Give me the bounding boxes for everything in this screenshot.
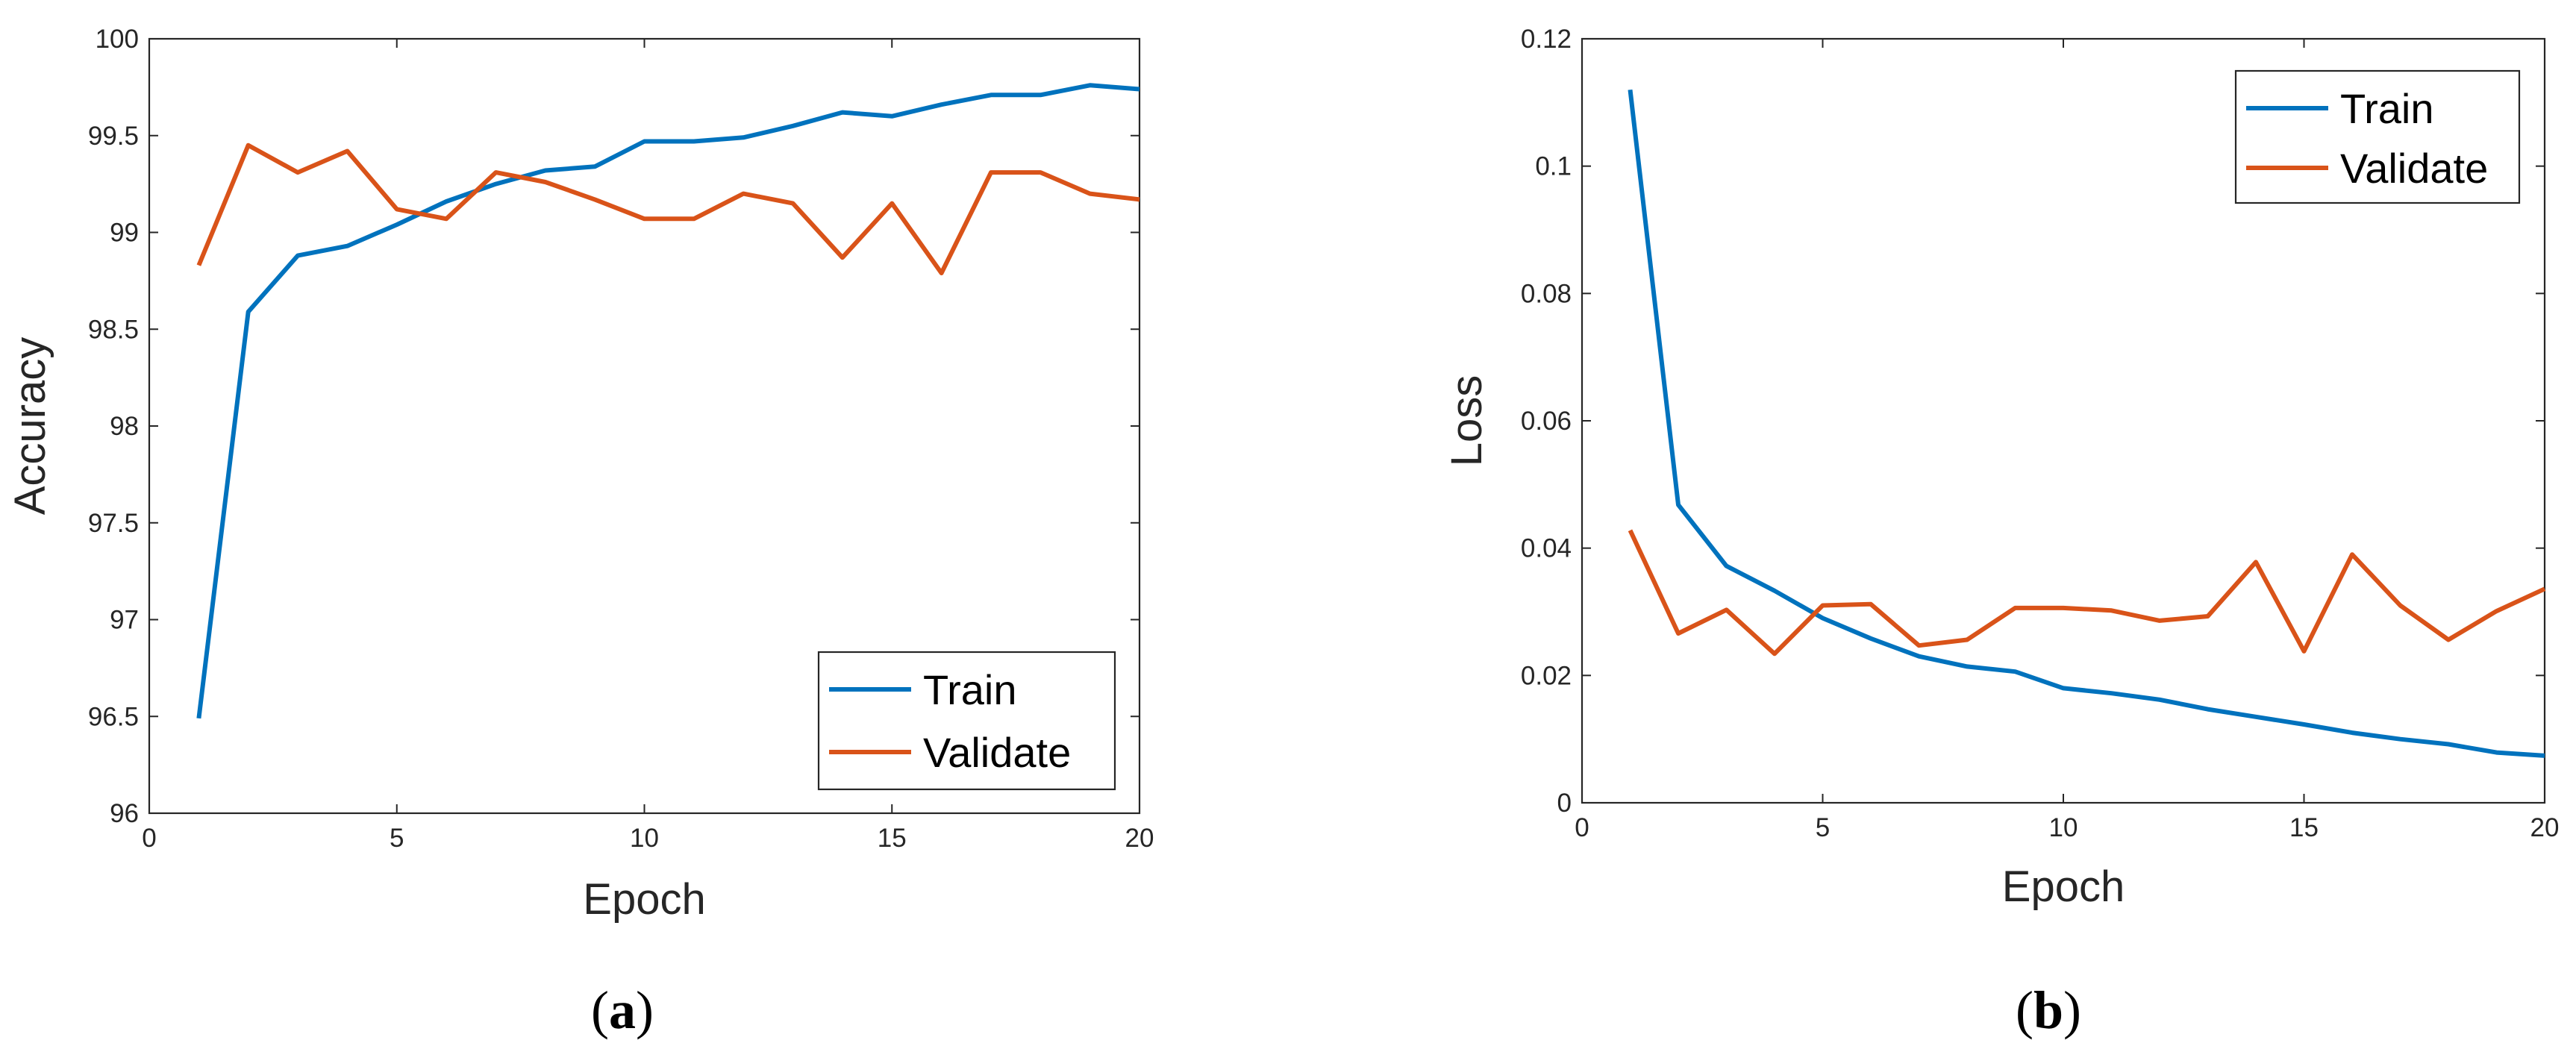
y-tick-label: 0 bbox=[1557, 789, 1572, 818]
panel-caption: (a) bbox=[591, 980, 654, 1040]
y-tick-label: 0.02 bbox=[1521, 661, 1572, 690]
y-tick-label: 0.12 bbox=[1521, 25, 1572, 54]
y-tick-label: 0.1 bbox=[1535, 152, 1572, 181]
y-tick-label: 98.5 bbox=[88, 315, 139, 344]
y-tick-label: 96 bbox=[110, 799, 139, 828]
y-tick-label: 99 bbox=[110, 219, 139, 248]
series-line-train bbox=[1628, 89, 2545, 758]
y-tick-label: 96.5 bbox=[88, 702, 139, 731]
x-tick-label: 10 bbox=[2049, 813, 2078, 842]
y-axis-label: Loss bbox=[1442, 375, 1491, 467]
y-tick-label: 98 bbox=[110, 412, 139, 441]
series-line-validate bbox=[196, 143, 1140, 275]
legend-label-validate: Validate bbox=[2340, 145, 2488, 192]
y-tick-label: 97 bbox=[110, 606, 139, 635]
x-axis-label: Epoch bbox=[583, 875, 705, 924]
x-tick-label: 20 bbox=[2530, 813, 2560, 842]
series-line-train bbox=[196, 83, 1140, 719]
x-tick-label: 20 bbox=[1125, 824, 1154, 853]
legend: Train Validate bbox=[817, 651, 1116, 791]
y-tick-label: 100 bbox=[96, 25, 139, 54]
chart-a: 0 5 10 15 20 96 96.5 97 97.5 98 98.5 99 99.5 100 Epoch… bbox=[6, 25, 1154, 1040]
x-tick-label: 0 bbox=[142, 824, 156, 853]
x-axis-label: Epoch bbox=[2002, 862, 2125, 911]
y-axis-label: Accuracy bbox=[6, 337, 54, 516]
y-tick-label: 0.06 bbox=[1521, 407, 1572, 436]
legend-label-train: Train bbox=[923, 666, 1017, 713]
legend-label-validate: Validate bbox=[923, 729, 1071, 776]
y-tick-label: 0.04 bbox=[1521, 534, 1572, 563]
x-tick-label: 15 bbox=[878, 824, 907, 853]
y-tick-label: 97.5 bbox=[88, 509, 139, 538]
x-tick-label: 0 bbox=[1575, 813, 1589, 842]
series-line-validate bbox=[1628, 529, 2546, 657]
x-tick-label: 5 bbox=[1816, 813, 1830, 842]
panel-caption: (b) bbox=[2016, 980, 2081, 1040]
legend-box bbox=[2234, 69, 2521, 204]
x-tick-label: 10 bbox=[630, 824, 659, 853]
x-tick-label: 15 bbox=[2289, 813, 2319, 842]
legend-box bbox=[817, 651, 1116, 791]
legend: Train Validate bbox=[2234, 69, 2521, 204]
y-tick-label: 99.5 bbox=[88, 122, 139, 151]
chart-b: 0 5 10 15 20 0 0.02 0.04 0.06 0.08 0.1 0.12 Epoch Los… bbox=[1442, 25, 2559, 1040]
y-tick-label: 0.08 bbox=[1521, 279, 1572, 308]
x-tick-label: 5 bbox=[390, 824, 404, 853]
legend-label-train: Train bbox=[2340, 85, 2434, 132]
